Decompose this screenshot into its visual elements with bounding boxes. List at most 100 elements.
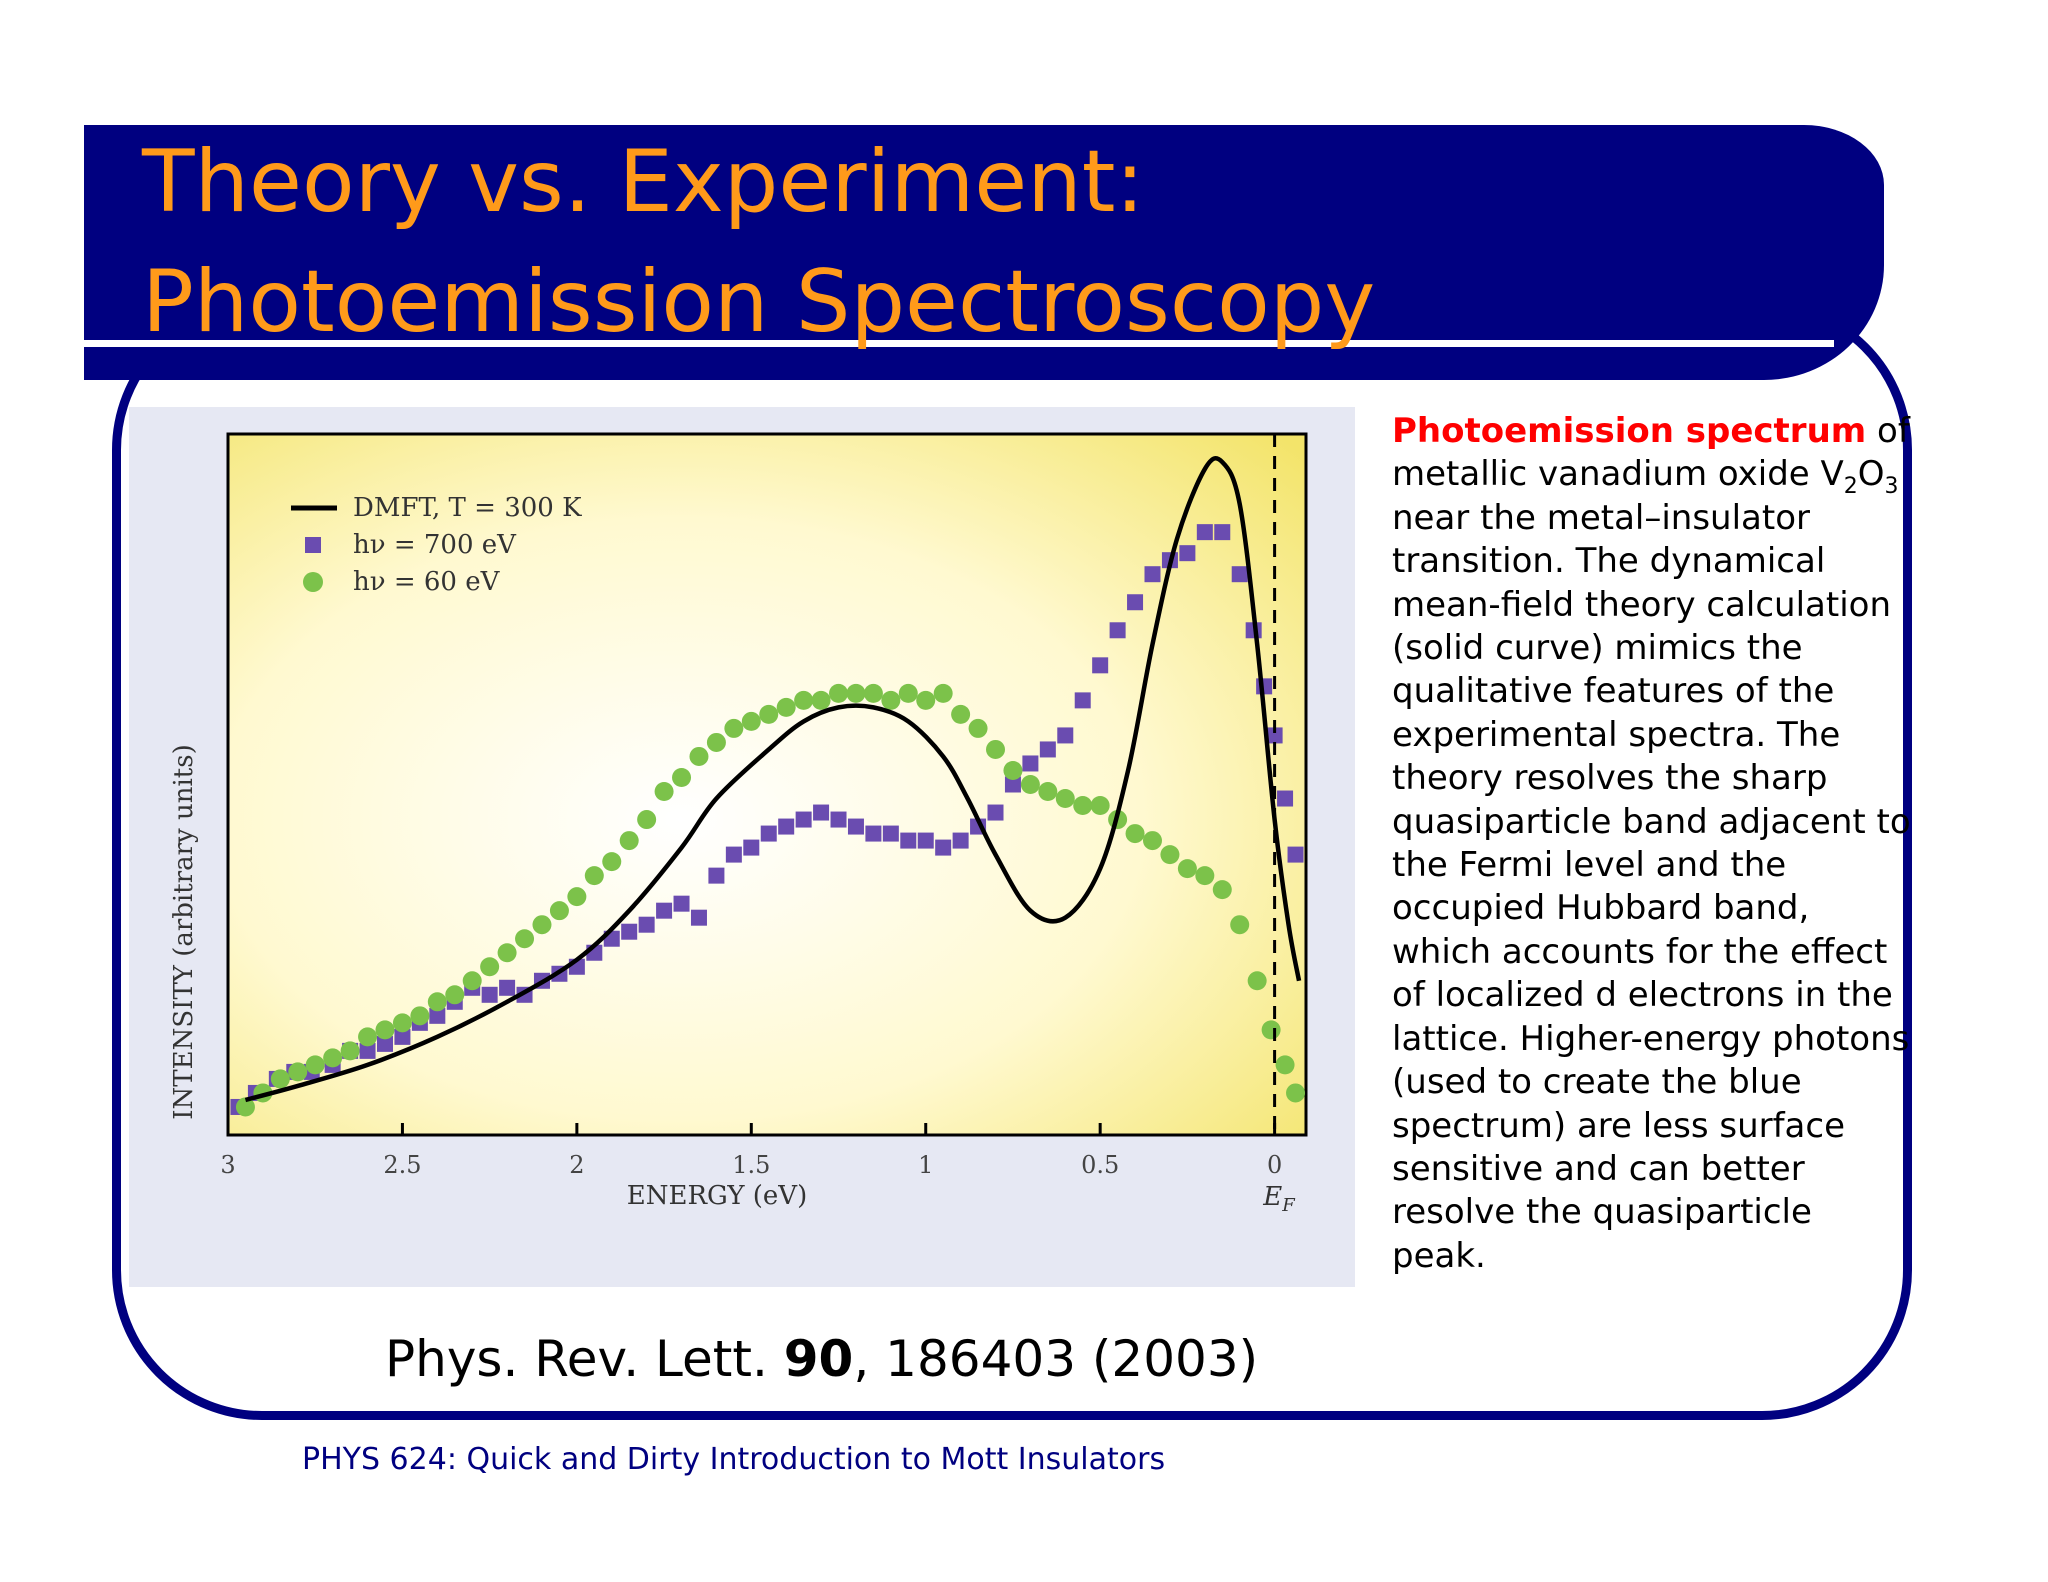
series-60ev-point xyxy=(933,683,953,703)
series-60ev-point xyxy=(1247,971,1267,991)
series-60ev-point xyxy=(1073,796,1093,816)
series-60ev-point xyxy=(741,711,761,731)
series-60ev-point xyxy=(462,971,482,991)
series-60ev-point xyxy=(1212,880,1232,900)
series-60ev-point xyxy=(515,929,535,949)
series-60ev-point xyxy=(951,704,971,724)
series-700ev-point xyxy=(673,895,690,912)
series-700ev-point xyxy=(1277,790,1294,807)
series-60ev-point xyxy=(410,1006,430,1026)
series-60ev-point xyxy=(602,852,622,872)
series-700ev-point xyxy=(987,804,1004,821)
series-700ev-point xyxy=(499,979,516,996)
series-700ev-point xyxy=(1144,566,1161,583)
x-tick-label-6: 0 xyxy=(1267,1151,1282,1179)
series-60ev-point xyxy=(392,1013,412,1033)
series-60ev-point xyxy=(1003,760,1023,780)
series-700ev-point xyxy=(952,832,969,849)
series-60ev-point xyxy=(1142,831,1162,851)
series-60ev-point xyxy=(584,866,604,886)
series-60ev-point xyxy=(1177,859,1197,879)
series-60ev-point xyxy=(881,690,901,710)
chart-legend: DMFT, T = 300 K hν = 700 eV hν = 60 eV xyxy=(291,493,582,597)
legend-swatch-700ev xyxy=(305,537,321,553)
series-60ev-point xyxy=(532,915,552,935)
series-60ev-point xyxy=(358,1027,378,1047)
series-700ev-point xyxy=(481,986,498,1003)
x-tick-label-5: 0.5 xyxy=(1081,1151,1119,1179)
series-60ev-point xyxy=(811,690,831,710)
series-60ev-point xyxy=(427,992,447,1012)
series-60ev-point xyxy=(235,1097,255,1117)
series-700ev-point xyxy=(1039,741,1056,758)
series-60ev-point xyxy=(759,704,779,724)
series-700ev-point xyxy=(813,804,830,821)
series-700ev-point xyxy=(743,839,760,856)
citation-prefix: Phys. Rev. Lett. xyxy=(385,1330,784,1388)
series-700ev-point xyxy=(865,825,882,842)
series-700ev-point xyxy=(376,1035,393,1052)
series-60ev-point xyxy=(1020,775,1040,794)
x-axis-ticks: 3 2.5 2 1.5 1 0.5 0 xyxy=(220,1123,1282,1179)
series-700ev-point xyxy=(917,832,934,849)
series-60ev-point xyxy=(1261,1020,1281,1040)
series-700ev-point xyxy=(1109,622,1126,639)
y-axis-label: INTENSITY (arbitrary units) xyxy=(169,744,199,1119)
series-700ev-point xyxy=(429,1007,446,1024)
x-tick-label-3: 1.5 xyxy=(732,1151,770,1179)
series-700ev-point xyxy=(621,923,638,940)
series-700ev-point xyxy=(1022,755,1039,772)
series-60ev-point xyxy=(672,767,692,787)
series-60ev-point xyxy=(1055,789,1075,809)
series-700ev-point xyxy=(795,811,812,828)
series-60ev-point xyxy=(1275,1055,1295,1075)
series-60ev-point xyxy=(846,683,866,703)
photoemission-chart: 3 2.5 2 1.5 1 0.5 0 DMFT, T = 300 K hν = 700 eV… xyxy=(169,432,1308,1216)
caption-sub1: 2 xyxy=(1843,474,1858,500)
series-60ev-point xyxy=(724,718,744,738)
series-700ev-point xyxy=(1214,524,1231,541)
series-700ev-point xyxy=(1004,776,1021,793)
fermi-label-main: E xyxy=(1262,1182,1282,1212)
series-60ev-point xyxy=(916,690,936,710)
series-60ev-point xyxy=(1090,796,1110,816)
series-700ev-point xyxy=(778,818,795,835)
series-dmft-line xyxy=(244,456,1302,1103)
series-700ev-point xyxy=(394,1028,411,1045)
series-700ev-point xyxy=(1074,692,1091,709)
footer-course-title: PHYS 624: Quick and Dirty Introduction t… xyxy=(302,1442,1166,1477)
series-700ev-point xyxy=(830,811,847,828)
fermi-label-sub: F xyxy=(1281,1195,1296,1216)
series-60ev-point xyxy=(1195,866,1215,886)
figure-panel: 3 2.5 2 1.5 1 0.5 0 DMFT, T = 300 K hν = 700 eV… xyxy=(129,407,1355,1287)
series-700ev-point xyxy=(725,846,742,863)
series-60ev-point xyxy=(1160,845,1180,865)
series-700ev-point xyxy=(656,902,673,919)
series-700ev-point xyxy=(690,909,707,926)
series-700ev-point xyxy=(708,867,725,884)
series-60ev-point xyxy=(898,683,918,703)
fermi-level-label: EF xyxy=(1262,1182,1296,1216)
series-60ev-point xyxy=(549,901,569,921)
data-lines xyxy=(244,456,1302,1103)
series-700ev-point xyxy=(1127,594,1144,611)
series-700ev-point xyxy=(882,825,899,842)
x-tick-label-0: 3 xyxy=(220,1151,235,1179)
series-700ev-point xyxy=(935,839,952,856)
series-60ev-point xyxy=(637,810,657,830)
series-700ev-point xyxy=(1196,524,1213,541)
series-60ev-point xyxy=(706,732,726,752)
slide-title-line1: Theory vs. Experiment: xyxy=(142,132,1145,232)
series-700ev-point xyxy=(847,818,864,835)
series-700ev-point xyxy=(1266,727,1283,744)
figure-caption: Photoemission spectrum of metallic vanad… xyxy=(1392,410,1912,1278)
series-60ev-point xyxy=(689,746,709,766)
series-60ev-point xyxy=(323,1048,343,1068)
series-700ev-point xyxy=(359,1042,376,1059)
series-60ev-point xyxy=(375,1020,395,1040)
series-700ev-point xyxy=(638,916,655,933)
series-60ev-point xyxy=(497,943,517,963)
caption-highlight: Photoemission spectrum xyxy=(1392,411,1867,451)
series-700ev-point xyxy=(1057,727,1074,744)
series-60ev-point xyxy=(794,690,814,710)
